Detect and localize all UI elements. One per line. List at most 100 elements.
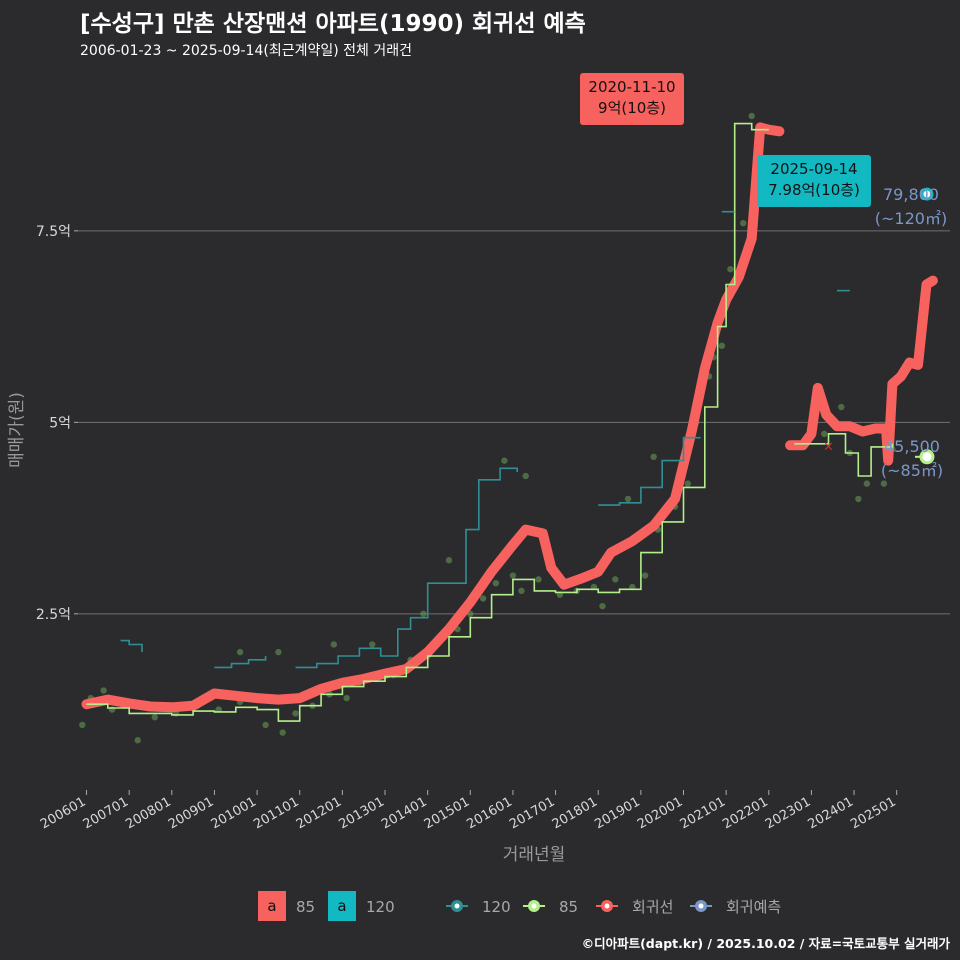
x-axis-title: 거래년월	[503, 845, 566, 865]
x-tick-label: 201601	[464, 794, 514, 832]
pred-120-price: 79,800	[883, 185, 939, 204]
max-price-label-date: 2020-11-10	[588, 78, 675, 96]
legend-key-swatch	[258, 891, 286, 921]
recent-120-point	[920, 187, 934, 201]
scatter-points	[79, 112, 896, 744]
scatter-point	[343, 694, 350, 702]
legend-dot-center	[454, 903, 460, 909]
x-tick-label: 201801	[550, 794, 600, 832]
scatter-point	[863, 480, 871, 487]
legend-fill-label: 120	[366, 898, 395, 916]
legend: a 85 a 120 120 85 회귀선 회귀예측	[258, 891, 781, 921]
scatter-point	[100, 687, 107, 694]
series-120-line	[120, 639, 143, 653]
recent-price-label-bg	[757, 155, 871, 207]
y-tick-label: 7.5억	[36, 224, 71, 240]
legend-key-letter: a	[337, 897, 346, 915]
x-tick-label: 202101	[678, 794, 728, 832]
scatter-point	[855, 495, 862, 503]
max-price-label: 2020-11-10 9억(10층)	[580, 73, 684, 125]
scatter-point	[369, 641, 376, 648]
x-tick-label: 200801	[123, 794, 173, 832]
scatter-point	[624, 495, 632, 503]
scatter-point	[599, 602, 606, 610]
series-lines	[81, 122, 938, 722]
scatter-point	[880, 480, 888, 487]
x-tick-label: 201201	[294, 794, 344, 832]
legend-line-label: 회귀선	[632, 898, 673, 916]
scatter-point	[492, 579, 500, 587]
scatter-point	[821, 430, 828, 438]
x-tick-label: 201901	[592, 794, 642, 832]
scatter-point	[727, 265, 734, 273]
legend-dot-center	[531, 903, 537, 909]
scatter-point	[420, 610, 427, 618]
scatter-point	[262, 721, 269, 729]
legend-fill-label: 85	[296, 898, 315, 916]
x-tick-label: 201001	[209, 794, 259, 832]
scatter-point	[79, 721, 86, 729]
scatter-point	[479, 595, 487, 602]
x-tick-label: 202401	[806, 794, 856, 832]
chart-title: [수성구] 만촌 산장맨션 아파트(1990) 회귀선 예측	[80, 11, 586, 37]
recent-price-label-date: 2025-09-14	[770, 160, 857, 178]
scatter-point	[330, 641, 338, 648]
series-85-line	[86, 122, 769, 722]
legend-line-label: 85	[559, 898, 578, 916]
axes: 2.5억 5억 7.5억 200601200701200801200901201001…	[7, 224, 899, 865]
recent-price-label-price: 7.98억(10층)	[768, 181, 860, 199]
x-tick-label: 202201	[720, 794, 770, 832]
scatter-point	[684, 480, 691, 487]
cross-marker: ×	[823, 439, 834, 454]
regression-line	[785, 275, 938, 466]
scatter-point	[650, 453, 657, 461]
pred-85-area: (~85㎡)	[881, 461, 943, 480]
max-price-label-bg	[580, 73, 684, 125]
y-axis-title: 매매가(원)	[7, 392, 27, 468]
x-tick-label: 201101	[251, 794, 301, 832]
y-tick-label: 2.5억	[36, 607, 71, 623]
series-85-line	[794, 433, 894, 477]
legend-key-letter: a	[267, 897, 276, 915]
x-tick-label: 200701	[81, 794, 131, 832]
scatter-point	[518, 587, 525, 595]
credit-line: ©디아파트(dapt.kr) / 2025.10.02 / 자료=국토교통부 실…	[581, 936, 950, 951]
scatter-point	[275, 648, 282, 656]
scatter-point	[535, 576, 542, 583]
x-tick-label: 201701	[507, 794, 557, 832]
x-tick-label: 200901	[166, 794, 216, 832]
x-tick-label: 201501	[422, 794, 472, 832]
scatter-point	[612, 576, 619, 583]
series-120-line	[295, 467, 518, 669]
y-tick-label: 5억	[49, 415, 71, 431]
series-120-line	[214, 656, 267, 669]
scatter-point	[509, 572, 517, 579]
scatter-point	[501, 457, 508, 464]
scatter-point	[641, 572, 649, 579]
scatter-point	[838, 403, 845, 411]
scatter-point	[292, 710, 299, 717]
recent-price-label: 2025-09-14 7.98억(10층)	[757, 155, 871, 207]
x-tick-label: 202001	[635, 794, 685, 832]
x-tick-label: 202301	[763, 794, 813, 832]
scatter-point	[279, 729, 286, 736]
grid-lines	[78, 230, 950, 615]
scatter-point	[134, 737, 141, 744]
pred-120-area: (~120㎡)	[875, 209, 947, 228]
pred-85-price: 45,500	[884, 437, 940, 456]
legend-line-label: 회귀예측	[726, 898, 781, 916]
x-tick-label: 201301	[337, 794, 387, 832]
scatter-point	[718, 342, 726, 349]
annotations: × 2020-11-10 9억(10층) 2025-09-14 7.98억(10층) 79…	[580, 73, 947, 480]
legend-key-swatch	[328, 891, 356, 921]
x-tick-label: 202501	[848, 794, 898, 832]
scatter-point	[445, 557, 453, 564]
x-tick-label: 201401	[379, 794, 429, 832]
series-120-line	[598, 436, 701, 506]
x-tick-label: 200601	[38, 794, 88, 832]
regression-line	[81, 122, 785, 713]
legend-dot-center	[698, 903, 704, 909]
legend-dot-center	[604, 903, 610, 909]
scatter-point	[151, 714, 158, 721]
